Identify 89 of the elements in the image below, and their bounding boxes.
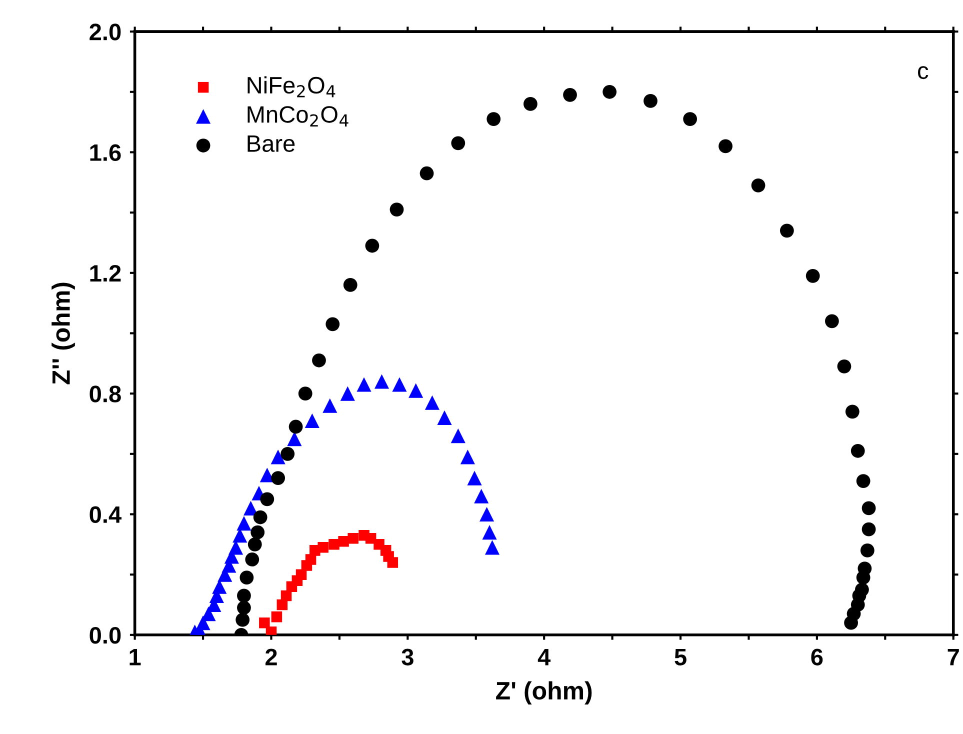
y-tick-label: 1.2 xyxy=(90,264,121,282)
point xyxy=(844,616,858,630)
point xyxy=(326,317,340,332)
point xyxy=(288,420,303,434)
point xyxy=(260,492,274,506)
legend-label: Bare xyxy=(248,135,295,152)
y-tick-label: 0.4 xyxy=(90,506,122,524)
point xyxy=(270,450,286,464)
annotation: c xyxy=(918,66,928,80)
point xyxy=(237,600,251,615)
point xyxy=(392,377,407,392)
point xyxy=(250,525,265,540)
x-tick-label: 6 xyxy=(811,648,823,666)
point xyxy=(451,136,466,150)
point xyxy=(602,84,617,99)
point xyxy=(240,570,254,585)
point xyxy=(387,557,398,568)
point xyxy=(253,510,268,524)
point xyxy=(248,537,262,552)
point xyxy=(644,94,658,108)
point xyxy=(365,238,380,253)
point xyxy=(856,474,870,488)
point xyxy=(322,398,338,413)
point xyxy=(318,542,328,553)
x-axis-title: Z' (ohm) xyxy=(496,681,592,705)
point xyxy=(484,540,500,555)
point xyxy=(860,543,874,558)
x-tick-label: 7 xyxy=(948,648,959,666)
point xyxy=(718,139,732,154)
point xyxy=(296,569,307,580)
point xyxy=(338,536,349,547)
legend-label: MnCo$_{2}$O$_{4}$ xyxy=(248,106,348,126)
point xyxy=(683,112,698,126)
point xyxy=(236,612,250,627)
point xyxy=(862,522,876,536)
point xyxy=(340,386,355,401)
y-tick-label: 0.0 xyxy=(90,626,121,644)
point xyxy=(524,97,538,111)
point xyxy=(420,166,434,180)
point xyxy=(245,552,260,566)
point xyxy=(287,432,302,446)
point xyxy=(850,444,865,458)
point xyxy=(260,468,274,482)
point xyxy=(467,470,482,486)
point xyxy=(236,516,252,531)
point xyxy=(237,588,251,603)
point xyxy=(312,353,326,368)
point xyxy=(780,224,794,238)
point xyxy=(424,395,440,410)
point xyxy=(298,386,312,401)
x-tick-label: 4 xyxy=(538,648,551,666)
point xyxy=(474,488,489,504)
point xyxy=(437,410,452,425)
y-tick-label: 0.8 xyxy=(90,386,121,402)
point xyxy=(374,374,390,389)
point xyxy=(196,616,210,630)
point xyxy=(328,539,340,550)
x-tick-label: 1 xyxy=(130,648,141,666)
point xyxy=(348,532,358,544)
point xyxy=(243,500,258,516)
point xyxy=(271,471,286,485)
point xyxy=(837,359,852,374)
point xyxy=(806,268,820,283)
point xyxy=(304,413,320,428)
point xyxy=(460,450,475,464)
point xyxy=(563,88,577,102)
point xyxy=(825,314,839,328)
x-tick-label: 3 xyxy=(402,648,414,666)
point xyxy=(450,428,466,444)
x-tick-label: 5 xyxy=(674,648,686,666)
point xyxy=(280,446,295,461)
point xyxy=(480,506,494,522)
y-tick-label: 1.6 xyxy=(90,144,121,162)
point xyxy=(751,178,766,192)
point xyxy=(862,501,876,516)
y-axis-title: Z'' (ohm) xyxy=(52,282,75,384)
point xyxy=(343,278,358,292)
point xyxy=(856,570,870,585)
point xyxy=(845,404,860,419)
point xyxy=(271,611,282,622)
x-tick-label: 2 xyxy=(266,648,277,666)
point xyxy=(356,377,372,392)
y-tick-label: 2.0 xyxy=(90,24,121,40)
point xyxy=(259,617,270,628)
point xyxy=(482,525,497,540)
point xyxy=(390,202,404,216)
point xyxy=(486,112,501,126)
point xyxy=(408,383,424,398)
legend-label: NiFe$_{2}$O$_{4}$ xyxy=(248,76,336,98)
